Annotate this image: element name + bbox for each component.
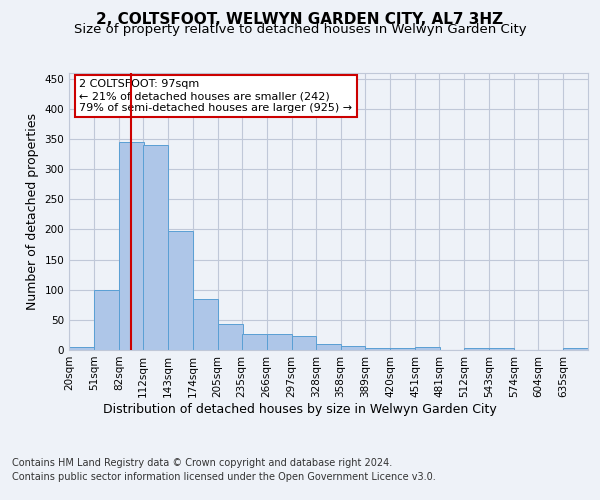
- Bar: [341, 346, 365, 350]
- Bar: [316, 344, 341, 350]
- Bar: [168, 231, 193, 350]
- Bar: [193, 298, 218, 350]
- Text: Contains public sector information licensed under the Open Government Licence v3: Contains public sector information licen…: [12, 472, 436, 482]
- Bar: [69, 347, 94, 350]
- Bar: [292, 336, 316, 350]
- Bar: [119, 142, 144, 350]
- Bar: [266, 334, 292, 350]
- Bar: [415, 347, 440, 350]
- Y-axis label: Number of detached properties: Number of detached properties: [26, 113, 39, 310]
- Bar: [391, 348, 415, 350]
- Bar: [464, 348, 489, 350]
- Text: Contains HM Land Registry data © Crown copyright and database right 2024.: Contains HM Land Registry data © Crown c…: [12, 458, 392, 468]
- Bar: [489, 348, 514, 350]
- Text: Size of property relative to detached houses in Welwyn Garden City: Size of property relative to detached ho…: [74, 24, 526, 36]
- Text: 2 COLTSFOOT: 97sqm
← 21% of detached houses are smaller (242)
79% of semi-detach: 2 COLTSFOOT: 97sqm ← 21% of detached hou…: [79, 80, 353, 112]
- Bar: [218, 324, 242, 350]
- Bar: [143, 145, 168, 350]
- Bar: [563, 348, 588, 350]
- Text: 2, COLTSFOOT, WELWYN GARDEN CITY, AL7 3HZ: 2, COLTSFOOT, WELWYN GARDEN CITY, AL7 3H…: [97, 12, 503, 28]
- Bar: [242, 334, 266, 350]
- Bar: [94, 290, 119, 350]
- Text: Distribution of detached houses by size in Welwyn Garden City: Distribution of detached houses by size …: [103, 402, 497, 415]
- Bar: [365, 348, 391, 350]
